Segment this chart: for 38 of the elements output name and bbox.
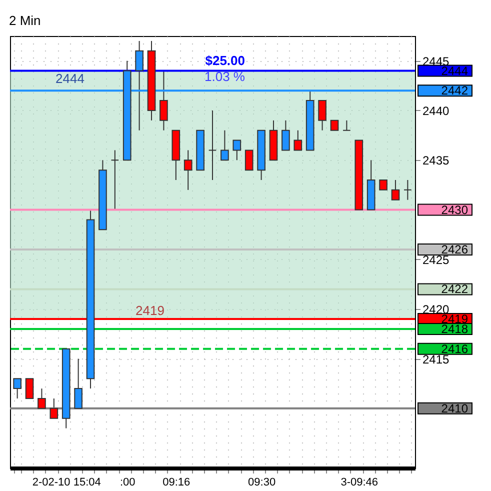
x-tick-label: 3-09:46 (340, 476, 378, 488)
candlestick (330, 120, 339, 131)
candlestick (244, 150, 254, 171)
annotation: $25.00 (205, 52, 245, 68)
y-tick-label: 2435 (422, 154, 450, 168)
annotation: 2419 (136, 303, 164, 318)
candlestick (74, 358, 82, 409)
x-tick-label: :00 (120, 476, 136, 488)
candlestick (379, 180, 388, 190)
y-tick-label: 2440 (422, 104, 450, 118)
annotation: 1.03 % (204, 68, 246, 84)
x-tick-label: 09:30 (248, 476, 276, 488)
candlestick (184, 150, 192, 190)
annotation: 2444 (56, 70, 84, 86)
candlestick (110, 150, 120, 210)
candlestick (25, 378, 34, 399)
candlestick (38, 388, 46, 409)
x-tick-label: 2-02-10 15:04 (32, 476, 101, 488)
candlestick (232, 140, 242, 161)
candlestick (404, 180, 412, 200)
candlestick (342, 120, 351, 131)
ref-line-label: 2442 (441, 84, 468, 98)
ref-line-label: 2430 (441, 202, 468, 217)
x-tick-label: 09:16 (162, 476, 190, 488)
candlestick (282, 120, 290, 151)
candlestick (391, 180, 400, 200)
chart-title: 2 Min (9, 13, 41, 28)
candlestick (160, 70, 168, 131)
candlestick (220, 130, 229, 161)
candlestick (50, 398, 58, 419)
ref-line-label: 2418 (441, 322, 468, 336)
candlestick (208, 110, 217, 180)
candlestick (13, 378, 22, 399)
ref-line-label: 2422 (441, 282, 468, 296)
candlestick (318, 100, 326, 131)
ref-line-label: 2410 (441, 401, 468, 416)
ref-line-label: 2444 (441, 64, 468, 78)
candlestick (294, 130, 302, 151)
